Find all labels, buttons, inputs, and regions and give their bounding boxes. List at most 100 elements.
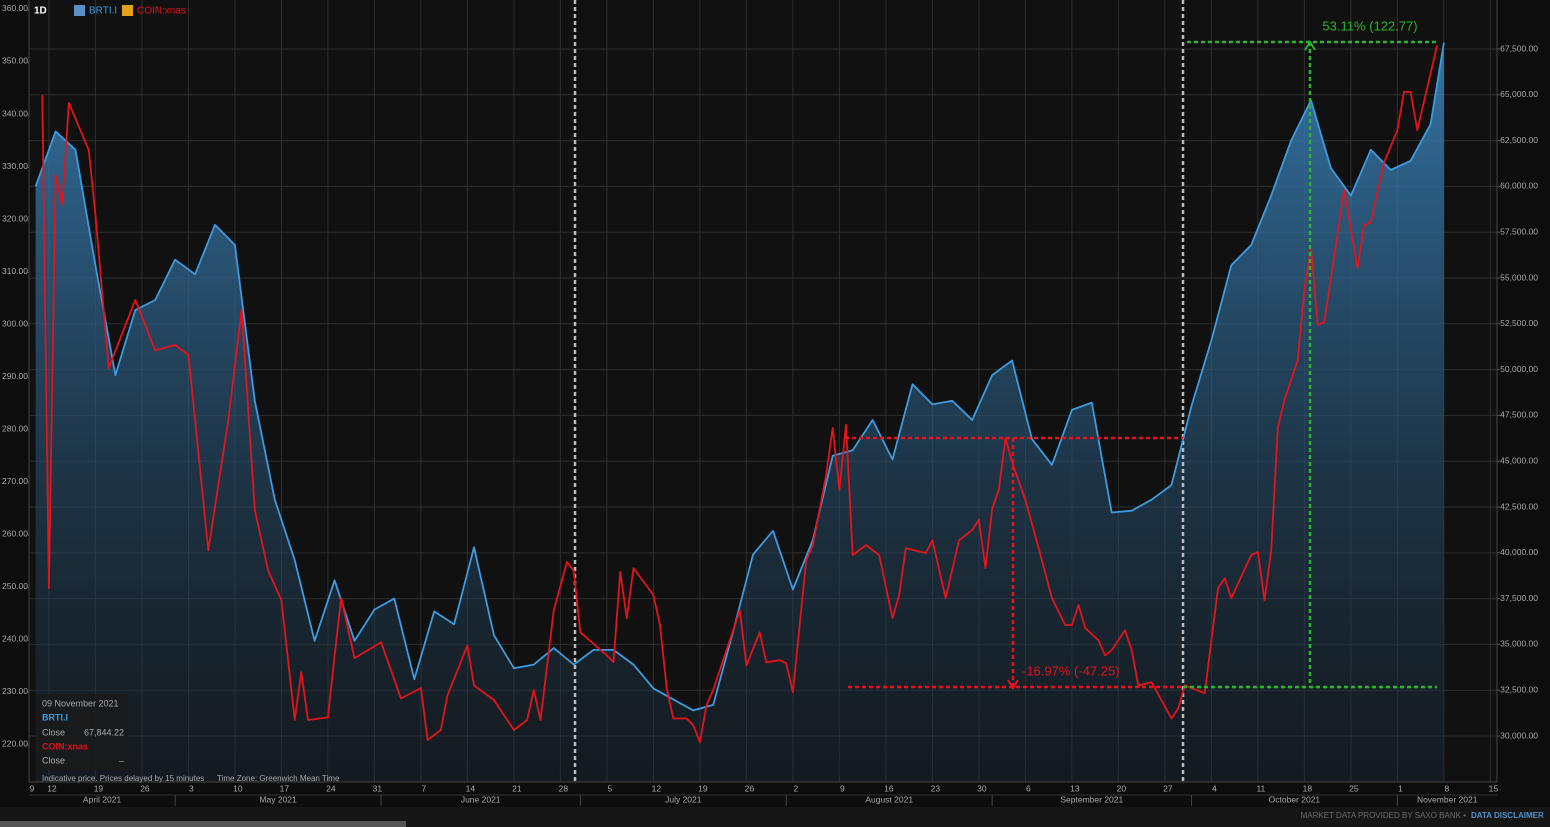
line-layer [34, 42, 1445, 743]
legend-entry[interactable]: BRTI.I [89, 6, 117, 17]
measure-arrow [1007, 679, 1019, 690]
x-tick-label: 9 [840, 783, 845, 793]
info-note: Indicative price. Prices delayed by 15 m… [42, 774, 204, 783]
x-tick-label: 17 [280, 783, 290, 793]
y2-tick-label: 65,000.00 [1500, 89, 1538, 99]
y2-tick-label: 55,000.00 [1500, 272, 1538, 282]
x-tick-label: 23 [931, 783, 941, 793]
y2-tick-label: 47,500.00 [1500, 410, 1538, 420]
y-tick-label: 320.00 [2, 213, 28, 223]
y-tick-label: 290.00 [2, 371, 28, 381]
x-tick-label: 2 [794, 783, 799, 793]
footer-provider: MARKET DATA PROVIDED BY SAXO BANK • [1301, 811, 1467, 820]
x-tick-label: 11 [1256, 783, 1265, 793]
y2-tick-label: 60,000.00 [1500, 181, 1538, 191]
x-tick-label: 14 [466, 783, 476, 793]
info-label: Close [42, 755, 65, 765]
x-tick-label: 9 [30, 783, 35, 793]
y2-tick-label: 30,000.00 [1500, 730, 1538, 740]
area [35, 42, 1444, 782]
x-tick-label: 28 [559, 783, 569, 793]
y-tick-label: 300.00 [2, 318, 28, 328]
x-tick-label: 12 [652, 783, 662, 793]
info-value: 67,844.22 [84, 727, 124, 737]
x-tick-label: 13 [1070, 783, 1080, 793]
x-tick-label: 26 [140, 783, 150, 793]
y2-tick-label: 50,000.00 [1500, 364, 1538, 374]
y2-tick-label: 37,500.00 [1500, 593, 1538, 603]
area-layer [35, 42, 1444, 782]
y-tick-label: 360.00 [2, 3, 28, 13]
annotation: -16.97% (-47.25) [1022, 663, 1120, 678]
legend-icon [74, 5, 85, 16]
x-tick-label: 8 [1444, 783, 1449, 793]
month-label: July 2021 [665, 794, 702, 804]
y-tick-label: 270.00 [2, 476, 28, 486]
y-tick-label: 250.00 [2, 581, 28, 591]
y-tick-label: 240.00 [2, 633, 28, 643]
y2-tick-label: 45,000.00 [1500, 455, 1538, 465]
y-tick-label: 260.00 [2, 528, 28, 538]
x-tick-label: 10 [233, 783, 243, 793]
x-tick-label: 21 [512, 783, 522, 793]
x-tick-label: 3 [189, 783, 194, 793]
info-timezone: Time Zone: Greenwich Mean Time [217, 774, 340, 783]
month-label: November 2021 [1417, 794, 1478, 804]
info-date: 09 November 2021 [42, 698, 119, 708]
line [41, 44, 1439, 743]
x-tick-label: 30 [977, 783, 987, 793]
info-series: BRTI.I [42, 712, 68, 722]
month-label: April 2021 [83, 794, 122, 804]
info-label: Close [42, 727, 65, 737]
x-tick-label: 26 [745, 783, 755, 793]
y2-tick-label: 32,500.00 [1500, 684, 1538, 694]
y-tick-label: 350.00 [2, 56, 28, 66]
info-panel [36, 694, 128, 770]
x-tick-label: 6 [1026, 783, 1031, 793]
month-label: October 2021 [1269, 794, 1321, 804]
y-tick-label: 280.00 [2, 423, 28, 433]
y2-tick-label: 40,000.00 [1500, 547, 1538, 557]
legend-entry[interactable]: COIN:xnas [137, 6, 186, 17]
legend-icon [122, 5, 133, 16]
month-label: May 2021 [259, 794, 297, 804]
x-tick-label: 7 [422, 783, 427, 793]
x-tick-label: 19 [698, 783, 708, 793]
month-label: June 2021 [461, 794, 501, 804]
y2-tick-label: 52,500.00 [1500, 318, 1538, 328]
x-tick-label: 12 [47, 783, 57, 793]
x-tick-label: 19 [94, 783, 104, 793]
y-tick-label: 230.00 [2, 686, 28, 696]
month-label: September 2021 [1060, 794, 1123, 804]
annotation: 53.11% (122.77) [1322, 18, 1417, 33]
x-tick-label: 5 [608, 783, 613, 793]
x-tick-label: 20 [1117, 783, 1127, 793]
y2-tick-label: 42,500.00 [1500, 501, 1538, 511]
x-tick-label: 25 [1349, 783, 1359, 793]
y2-tick-label: 57,500.00 [1500, 226, 1538, 236]
y-tick-label: 330.00 [2, 161, 28, 171]
axis-layer: 220.00 230.00 240.00 250.00 260.00 270.00 280.… [2, 0, 1538, 806]
x-tick-label: 24 [326, 783, 336, 793]
info-series: COIN:xnas [42, 741, 88, 751]
info-value: – [119, 755, 124, 765]
interval[interactable]: 1D [34, 6, 47, 17]
scrollbar-thumb[interactable] [0, 821, 406, 827]
measure-arrow [1304, 40, 1316, 51]
y2-tick-label: 67,500.00 [1500, 43, 1538, 53]
y2-tick-label: 35,000.00 [1500, 639, 1538, 649]
y2-tick-label: 62,500.00 [1500, 135, 1538, 145]
y-tick-label: 340.00 [2, 108, 28, 118]
y-tick-label: 220.00 [2, 738, 28, 748]
x-tick-label: 15 [1489, 783, 1499, 793]
month-label: August 2021 [865, 794, 913, 804]
x-tick-label: 16 [884, 783, 894, 793]
x-tick-label: 31 [373, 783, 383, 793]
line [34, 42, 1445, 712]
footer-disclaimer[interactable]: DATA DISCLAIMER [1471, 811, 1544, 820]
y-tick-label: 310.00 [2, 266, 28, 276]
x-tick-label: 1 [1398, 783, 1403, 793]
x-tick-label: 27 [1163, 783, 1173, 793]
x-tick-label: 4 [1212, 783, 1217, 793]
